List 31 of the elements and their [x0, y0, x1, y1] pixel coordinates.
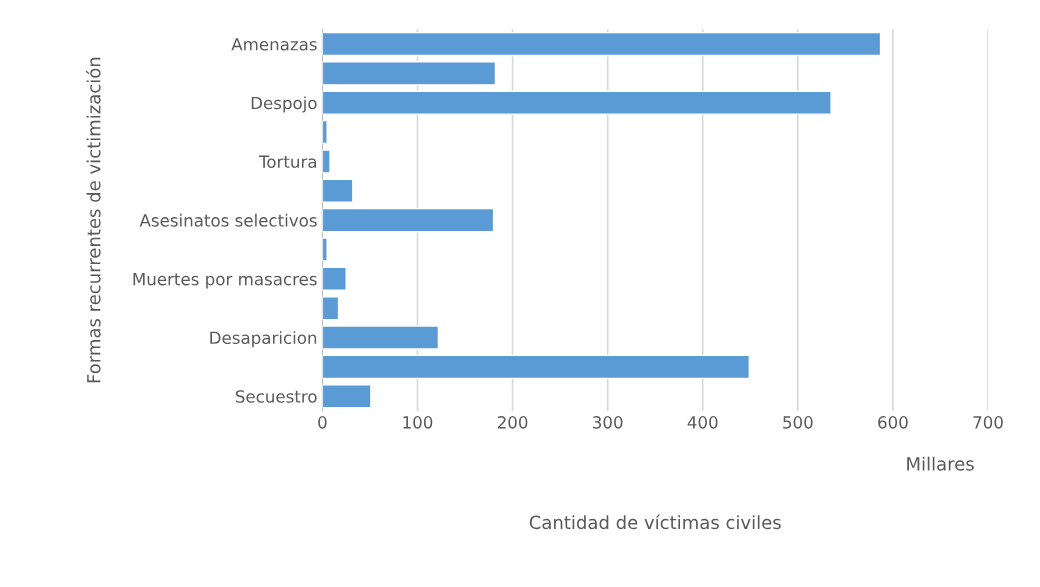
bar [322, 178, 354, 203]
x-tick-label: 300 [593, 416, 623, 429]
bar [322, 354, 751, 380]
y-axis-title: Formas recurrentes de victimización [85, 57, 101, 383]
x-tick-label: 100 [403, 416, 433, 429]
x-tick-label: 200 [497, 416, 528, 429]
x-axis-title: Cantidad de víctimas civiles [529, 514, 781, 530]
y-tick-label: Secuestro [235, 390, 317, 403]
bar [322, 119, 328, 145]
bar [322, 149, 331, 174]
y-tick-label: Asesinatos selectivos [139, 213, 317, 227]
bar [322, 207, 495, 233]
bar [322, 61, 497, 86]
x-tick-label: 400 [687, 416, 718, 429]
y-tick-label: Muertes por masacres [133, 273, 317, 289]
bar [322, 237, 328, 262]
bar [322, 266, 347, 291]
y-tick-label: Tortura [258, 155, 317, 168]
x-tick-label: 500 [783, 416, 813, 429]
bar [322, 90, 832, 115]
bar [322, 325, 440, 350]
y-tick-label: Desaparicion [210, 331, 317, 348]
y-tick-label: Despojo [251, 96, 317, 113]
bar [322, 296, 340, 321]
y-tick-label: Amenazas [231, 38, 317, 51]
x-tick-label: 700 [973, 416, 1003, 429]
x-tick-label: 0 [318, 416, 327, 429]
bar [322, 384, 372, 409]
bar [322, 31, 882, 57]
x-tick-label: 600 [878, 416, 908, 429]
text: Millares [907, 456, 974, 471]
